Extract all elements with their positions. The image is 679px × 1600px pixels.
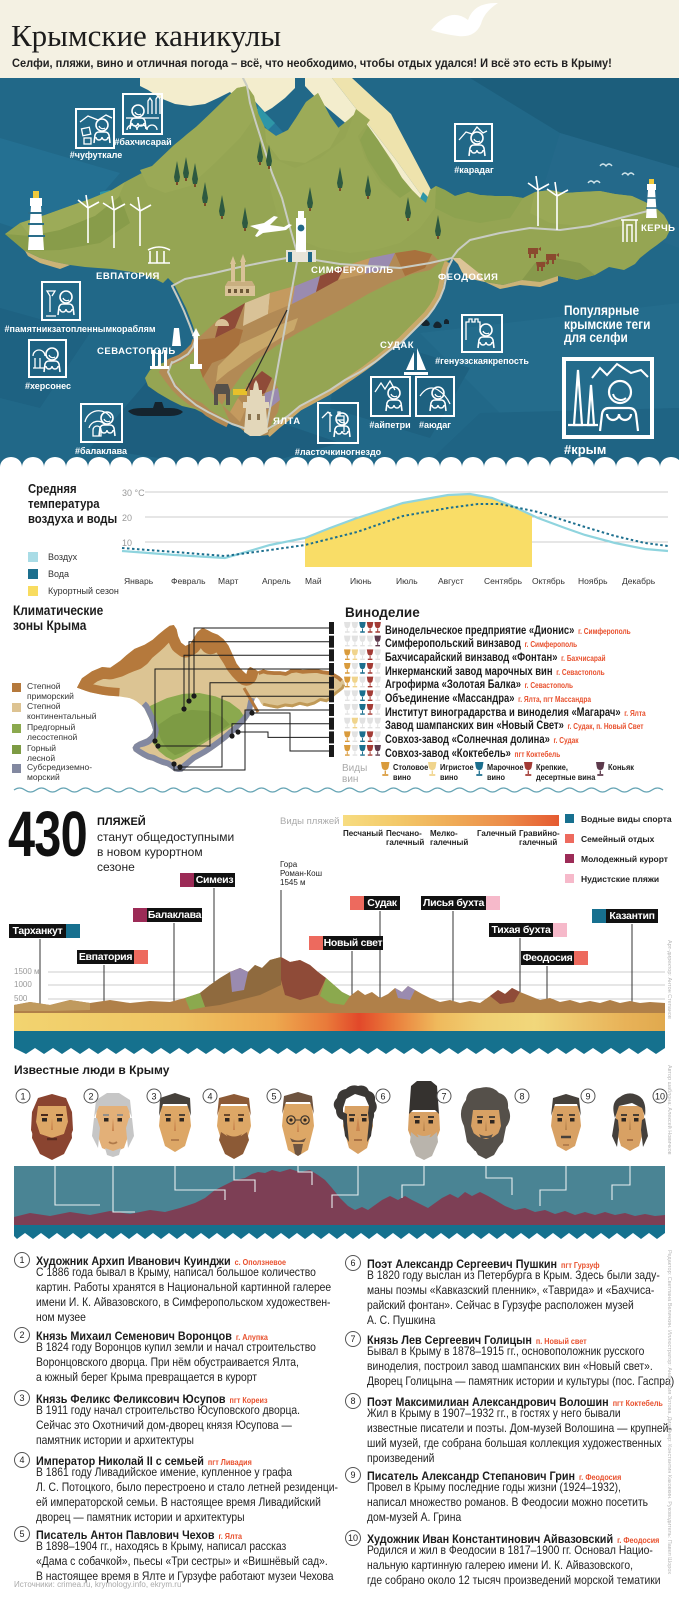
svg-text:7: 7 (441, 1092, 446, 1102)
svg-text:1: 1 (20, 1092, 25, 1102)
svg-text:2: 2 (88, 1092, 93, 1102)
svg-text:10: 10 (655, 1092, 665, 1102)
svg-text:30 °C: 30 °C (122, 488, 145, 498)
svg-text:5: 5 (271, 1092, 276, 1102)
svg-text:8: 8 (519, 1092, 524, 1102)
svg-text:10: 10 (122, 538, 132, 548)
svg-text:9: 9 (585, 1092, 590, 1102)
svg-text:20: 20 (122, 513, 132, 523)
svg-text:4: 4 (207, 1092, 212, 1102)
svg-text:6: 6 (380, 1092, 385, 1102)
svg-text:3: 3 (151, 1092, 156, 1102)
